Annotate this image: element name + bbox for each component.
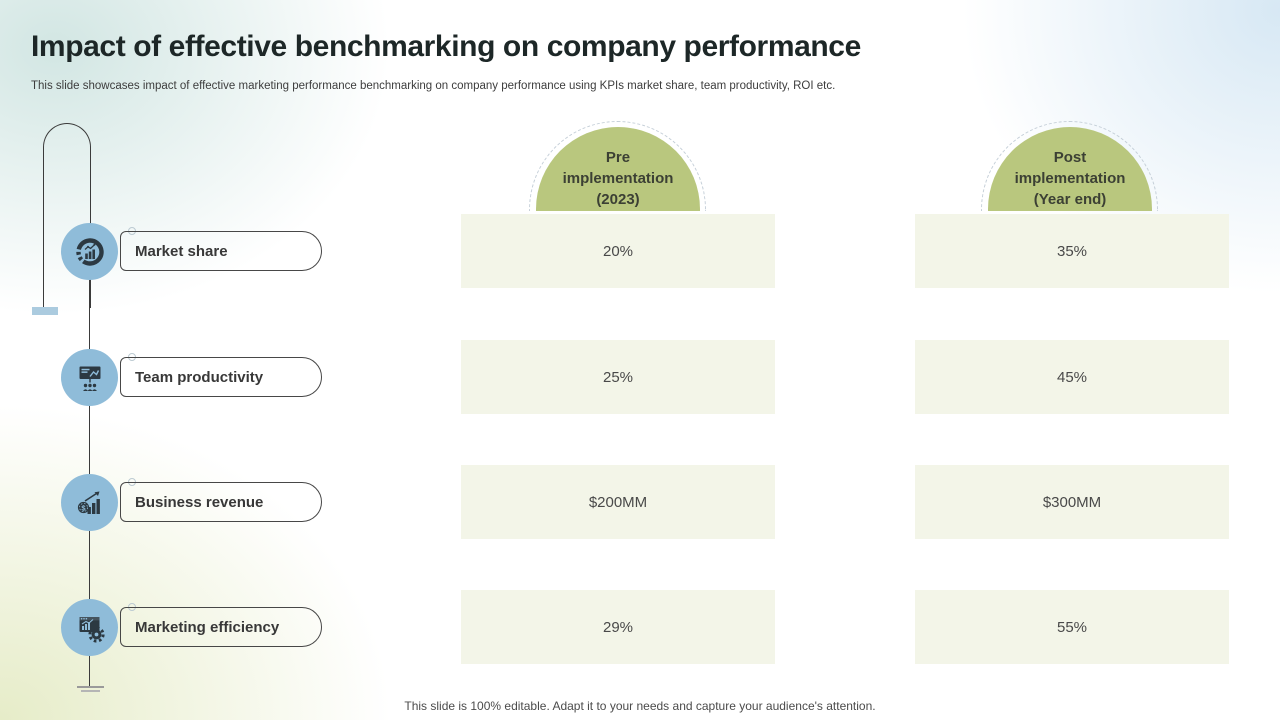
header-line: implementation xyxy=(1014,170,1126,187)
kpi-label-pill: Business revenue xyxy=(120,482,322,522)
svg-text:$: $ xyxy=(81,503,86,512)
value-cell-post: $300MM xyxy=(915,465,1229,539)
marketing-efficiency-icon xyxy=(79,616,105,643)
header-semicircle: Post implementation (Year end) xyxy=(988,127,1152,211)
row-icon-circle: $ xyxy=(61,474,118,531)
column-header-post-implementation: Post implementation (Year end) xyxy=(981,121,1161,212)
value-cell-pre: 25% xyxy=(461,340,775,414)
team-productivity-icon xyxy=(79,366,100,391)
header-line: Pre xyxy=(605,149,631,166)
page-title: Impact of effective benchmarking on comp… xyxy=(31,30,861,63)
header-line: (2023) xyxy=(596,191,640,208)
kpi-label: Business revenue xyxy=(135,493,264,511)
timeline-end-mark xyxy=(77,686,104,688)
value-cell-pre: $200MM xyxy=(461,465,775,539)
kpi-label: Marketing efficiency xyxy=(135,618,280,636)
market-share-icon xyxy=(75,237,104,266)
timeline-start-dash xyxy=(32,307,58,315)
row-icon-circle xyxy=(61,599,118,656)
value-cell-post: 55% xyxy=(915,590,1229,664)
header-semicircle: Pre implementation (2023) xyxy=(536,127,700,211)
value-cell-pre: 20% xyxy=(461,214,775,288)
header-line: implementation xyxy=(562,170,674,187)
timeline-arch xyxy=(43,123,91,308)
kpi-label-pill: Team productivity xyxy=(120,357,322,397)
header-line: Post xyxy=(1053,149,1087,166)
value-cell-post: 35% xyxy=(915,214,1229,288)
value-cell-post: 45% xyxy=(915,340,1229,414)
kpi-label-pill: Market share xyxy=(120,231,322,271)
column-header-pre-implementation: Pre implementation (2023) xyxy=(529,121,709,212)
value-cell-pre: 29% xyxy=(461,590,775,664)
kpi-label: Team productivity xyxy=(135,368,264,386)
kpi-label-pill: Marketing efficiency xyxy=(120,607,322,647)
editable-note: This slide is 100% editable. Adapt it to… xyxy=(404,699,876,713)
kpi-label: Market share xyxy=(135,242,228,260)
business-revenue-icon: $ xyxy=(77,491,100,514)
header-line: (Year end) xyxy=(1033,191,1107,208)
timeline-vertical-line xyxy=(89,240,91,686)
row-icon-circle xyxy=(61,349,118,406)
timeline-end-mark xyxy=(81,690,100,692)
slide-subtitle: This slide showcases impact of effective… xyxy=(31,80,836,92)
row-icon-circle xyxy=(61,223,118,280)
